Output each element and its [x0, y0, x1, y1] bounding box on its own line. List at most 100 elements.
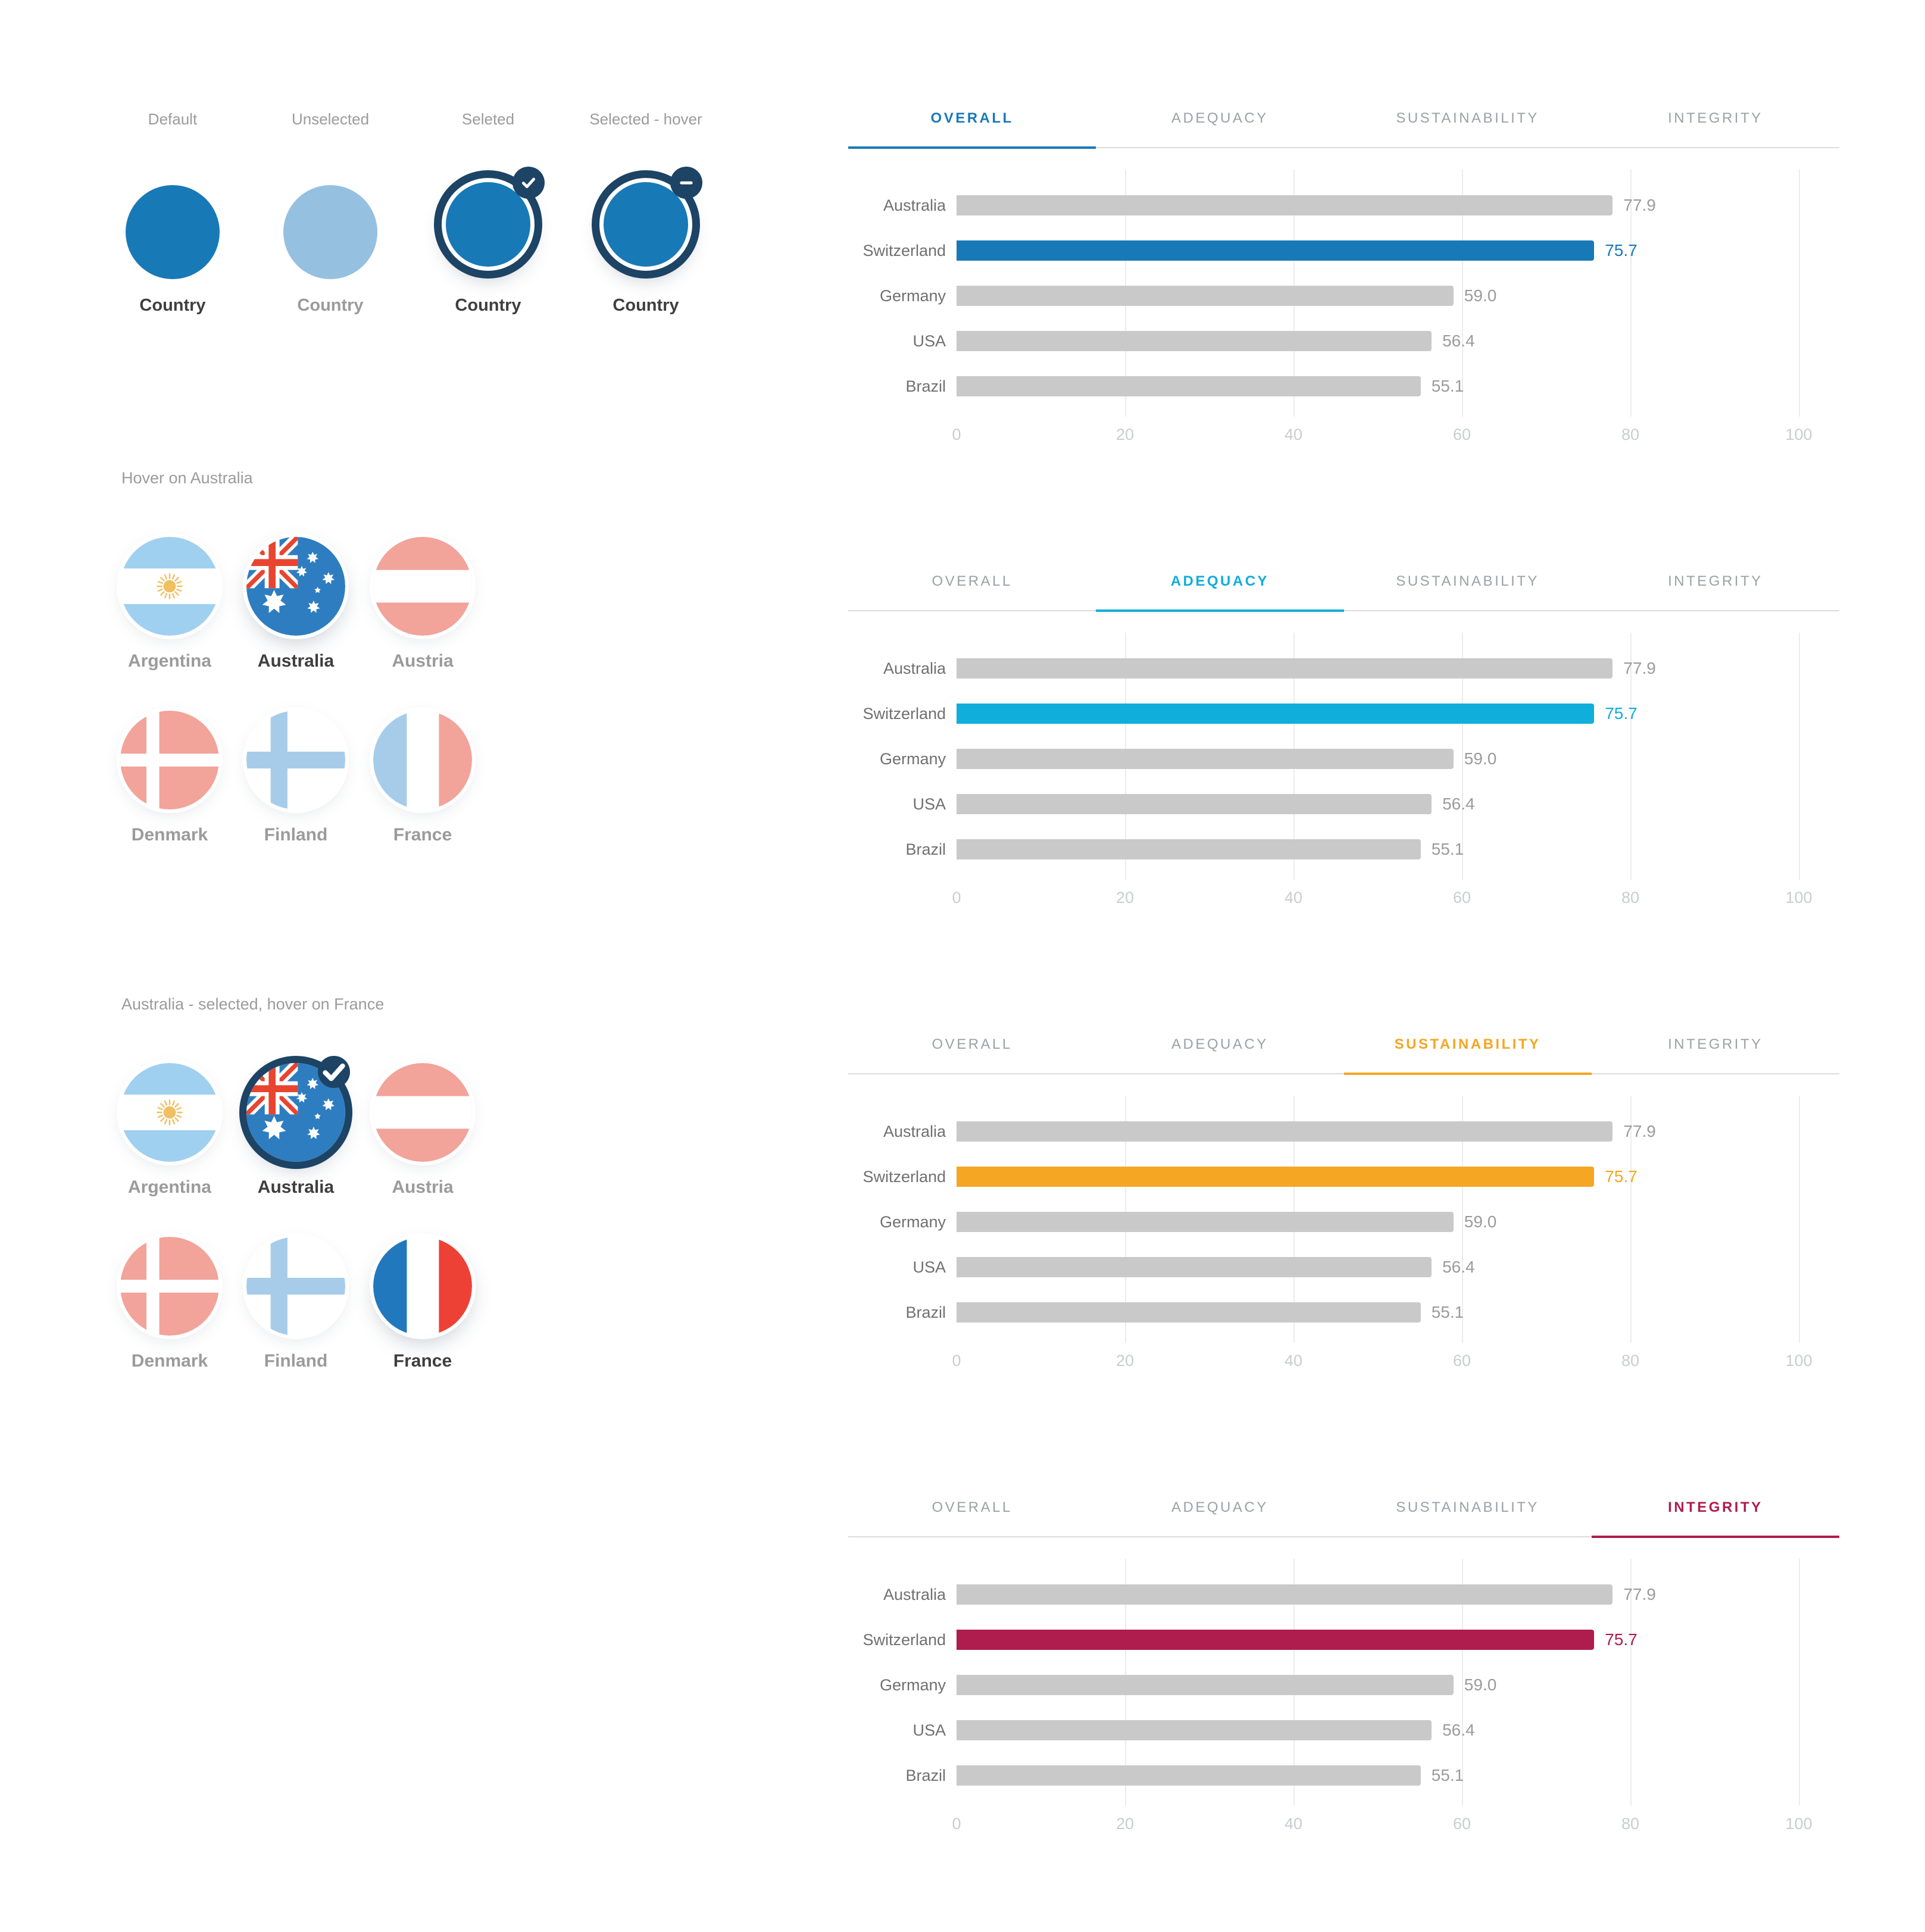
- flag-button-finland[interactable]: [246, 1237, 345, 1336]
- bar-value-usa: 56.4: [1442, 795, 1475, 813]
- flag-button-denmark[interactable]: [120, 1237, 219, 1336]
- bar-switzerland: [957, 1167, 1595, 1187]
- state-label: Default: [148, 110, 198, 128]
- bar-usa: [957, 1257, 1432, 1277]
- bar-usa: [957, 1720, 1432, 1740]
- bar-value-brazil: 55.1: [1431, 840, 1464, 858]
- flag-item-austria: Austria: [360, 1063, 485, 1198]
- flag-label: Austria: [392, 651, 454, 671]
- tab-sustainability[interactable]: SUSTAINABILITY: [1394, 1036, 1541, 1052]
- axis-tick: 20: [1115, 426, 1135, 443]
- axis-tick: 40: [1284, 889, 1303, 906]
- bar-value-usa: 56.4: [1442, 332, 1475, 350]
- state-label: Unselected: [291, 110, 370, 128]
- bar-label-usa: USA: [912, 795, 946, 813]
- flag-button-austria[interactable]: [373, 537, 472, 636]
- gridline: [1799, 170, 1800, 417]
- bar-label-australia: Australia: [883, 659, 946, 677]
- flag-label: Australia: [257, 651, 335, 671]
- gridline: [1462, 170, 1463, 417]
- flag-button-australia[interactable]: [246, 537, 345, 636]
- axis-tick: 20: [1115, 1352, 1135, 1370]
- flag-button-argentina[interactable]: [120, 1063, 219, 1162]
- flag-item-france: France: [360, 711, 485, 845]
- flag-item-australia: Australia: [233, 537, 358, 671]
- bar-australia: [957, 195, 1613, 215]
- bar-value-switzerland: 75.7: [1605, 1630, 1638, 1649]
- chart-integrity: OVERALL ADEQUACY SUSTAINABILITY INTEGRITY A…: [848, 1499, 1839, 1880]
- france-flag-icon: [373, 711, 472, 809]
- axis-tick: 0: [952, 426, 961, 443]
- tab-overall[interactable]: OVERALL: [932, 1499, 1012, 1515]
- flag-label: Denmark: [131, 825, 208, 845]
- axis-tick: 20: [1115, 1815, 1135, 1833]
- flag-item-denmark: Denmark: [107, 711, 232, 845]
- bar-value-germany: 59.0: [1464, 1675, 1497, 1694]
- flag-item-argentina: Argentina: [107, 537, 232, 671]
- flag-button-finland[interactable]: [246, 711, 345, 809]
- flag-label: Finland: [264, 1351, 328, 1371]
- country-circle-selected[interactable]: [442, 167, 545, 271]
- country-circle-caption: Country: [139, 296, 206, 315]
- country-circle-selected-hover[interactable]: [599, 167, 702, 271]
- flag-button-france[interactable]: [373, 1237, 472, 1336]
- bar-value-australia: 77.9: [1623, 196, 1656, 214]
- bar-germany: [957, 1212, 1454, 1232]
- bar-usa: [957, 794, 1432, 814]
- country-circle-default[interactable]: [126, 185, 220, 279]
- state-column-default: Default Country: [110, 110, 235, 336]
- tab-underline-track: [848, 1536, 1839, 1537]
- austria-flag-icon: [373, 537, 472, 636]
- gridline: [1630, 633, 1632, 880]
- flag-button-france[interactable]: [373, 711, 472, 809]
- flag-button-australia[interactable]: [246, 1056, 350, 1162]
- bar-value-brazil: 55.1: [1431, 1303, 1464, 1321]
- tab-sustainability[interactable]: SUSTAINABILITY: [1396, 110, 1539, 126]
- tab-underline-track: [848, 147, 1839, 148]
- tab-adequacy[interactable]: ADEQUACY: [1171, 1499, 1268, 1515]
- flag-label: Denmark: [131, 1351, 208, 1371]
- bar-label-germany: Germany: [879, 749, 946, 768]
- flag-button-denmark[interactable]: [120, 711, 219, 809]
- bar-label-brazil: Brazil: [905, 377, 946, 395]
- bar-usa: [957, 331, 1432, 351]
- tab-overall[interactable]: OVERALL: [932, 573, 1012, 589]
- tab-overall[interactable]: OVERALL: [930, 110, 1014, 126]
- axis-tick: 0: [952, 889, 961, 906]
- country-circle-unselected[interactable]: [283, 185, 377, 279]
- tab-sustainability[interactable]: SUSTAINABILITY: [1396, 573, 1539, 589]
- bar-label-usa: USA: [912, 1721, 946, 1739]
- tab-underline-active: [848, 146, 1096, 149]
- bar-label-brazil: Brazil: [905, 1766, 946, 1784]
- metric-tabs: OVERALL ADEQUACY SUSTAINABILITY INTEGRITY: [848, 1499, 1839, 1516]
- state-column-selected: Seleted Country: [426, 110, 551, 336]
- tab-integrity[interactable]: INTEGRITY: [1668, 110, 1763, 126]
- tab-integrity[interactable]: INTEGRITY: [1668, 1499, 1763, 1515]
- bar-label-brazil: Brazil: [905, 840, 946, 858]
- metric-tabs: OVERALL ADEQUACY SUSTAINABILITY INTEGRITY: [848, 1036, 1839, 1053]
- flag-label: France: [393, 825, 452, 845]
- tab-adequacy[interactable]: ADEQUACY: [1171, 1036, 1268, 1052]
- flag-button-austria[interactable]: [373, 1063, 472, 1162]
- bar-brazil: [957, 1302, 1421, 1323]
- gridline: [1462, 633, 1463, 880]
- axis-tick: 80: [1621, 426, 1640, 443]
- flag-item-finland: Finland: [233, 711, 358, 845]
- axis-tick: 20: [1115, 889, 1135, 906]
- flag-group-australia-selected: Australia - selected, hover on France Ar…: [113, 995, 518, 1424]
- bar-value-germany: 59.0: [1464, 749, 1497, 768]
- state-label: Seleted: [461, 110, 515, 128]
- tab-adequacy[interactable]: ADEQUACY: [1170, 573, 1270, 589]
- tab-integrity[interactable]: INTEGRITY: [1668, 1036, 1763, 1052]
- flag-item-austria: Austria: [360, 537, 485, 671]
- axis-tick: 80: [1621, 1815, 1640, 1833]
- bar-label-germany: Germany: [879, 1675, 946, 1694]
- bar-switzerland: [957, 1630, 1595, 1650]
- check-badge-icon: [318, 1056, 350, 1088]
- tab-adequacy[interactable]: ADEQUACY: [1171, 110, 1268, 126]
- flag-button-argentina[interactable]: [120, 537, 219, 636]
- tab-overall[interactable]: OVERALL: [932, 1036, 1012, 1052]
- axis-tick: 0: [952, 1815, 961, 1833]
- tab-sustainability[interactable]: SUSTAINABILITY: [1396, 1499, 1539, 1515]
- tab-integrity[interactable]: INTEGRITY: [1668, 573, 1763, 589]
